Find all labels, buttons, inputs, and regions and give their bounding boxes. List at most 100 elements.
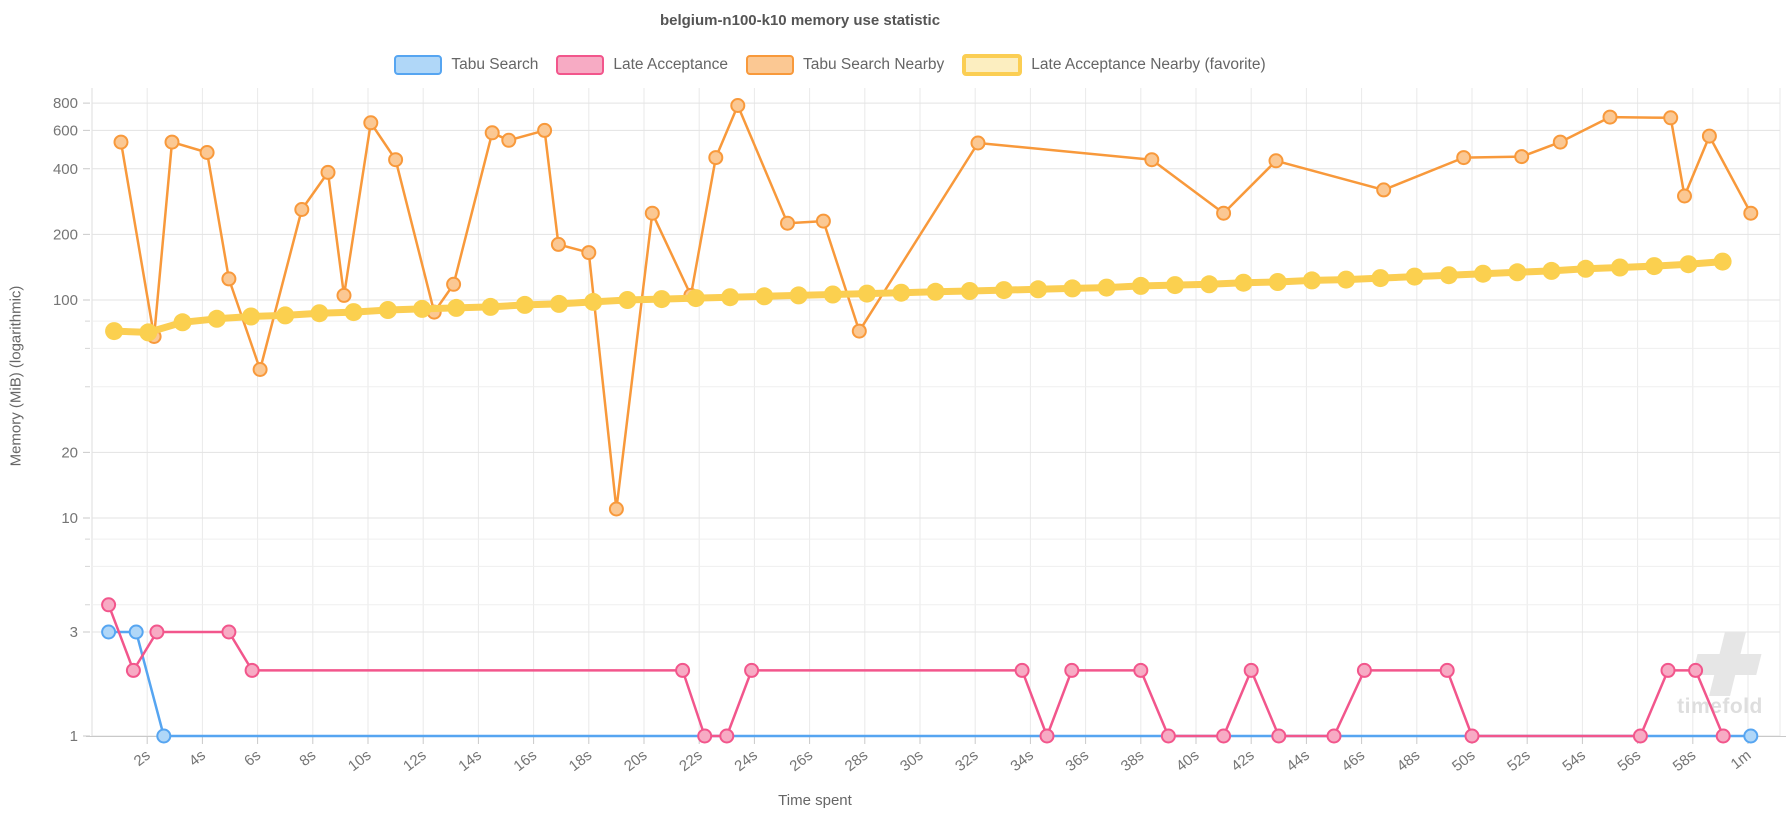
- data-point-marker[interactable]: [1337, 270, 1356, 289]
- data-point-marker[interactable]: [1464, 728, 1480, 744]
- data-point-marker[interactable]: [892, 283, 911, 302]
- data-point-marker[interactable]: [721, 288, 740, 307]
- data-point-marker[interactable]: [1701, 128, 1717, 144]
- data-point-marker[interactable]: [851, 323, 867, 339]
- data-point-marker[interactable]: [101, 597, 117, 613]
- data-point-marker[interactable]: [1097, 278, 1116, 297]
- data-point-marker[interactable]: [149, 624, 165, 640]
- data-point-marker[interactable]: [1166, 276, 1184, 295]
- data-point-marker[interactable]: [1326, 728, 1342, 744]
- data-point-marker[interactable]: [1456, 150, 1472, 166]
- data-point-marker[interactable]: [1663, 110, 1679, 126]
- data-point-marker[interactable]: [128, 624, 144, 640]
- data-point-marker[interactable]: [1216, 205, 1232, 221]
- data-point-marker[interactable]: [970, 135, 986, 151]
- data-point-marker[interactable]: [1514, 149, 1530, 165]
- data-point-marker[interactable]: [1376, 182, 1392, 198]
- data-point-marker[interactable]: [652, 290, 671, 309]
- data-point-marker[interactable]: [1144, 152, 1160, 168]
- data-point-marker[interactable]: [344, 303, 363, 322]
- data-point-marker[interactable]: [221, 271, 237, 287]
- data-point-marker[interactable]: [1542, 261, 1561, 280]
- data-point-marker[interactable]: [276, 306, 295, 325]
- data-point-marker[interactable]: [221, 624, 237, 640]
- data-point-marker[interactable]: [1356, 662, 1372, 678]
- data-point-marker[interactable]: [388, 152, 404, 168]
- data-point-marker[interactable]: [501, 132, 517, 148]
- data-point-marker[interactable]: [1200, 275, 1219, 294]
- data-point-marker[interactable]: [173, 313, 192, 332]
- data-point-marker[interactable]: [1216, 728, 1232, 744]
- data-point-marker[interactable]: [515, 295, 534, 314]
- legend-item-tabu-search-nearby[interactable]: Tabu Search Nearby: [745, 55, 944, 75]
- data-point-marker[interactable]: [446, 276, 462, 292]
- data-point-marker[interactable]: [1632, 728, 1648, 744]
- data-point-marker[interactable]: [378, 301, 397, 319]
- data-point-marker[interactable]: [1039, 728, 1055, 744]
- data-point-marker[interactable]: [815, 213, 831, 229]
- data-point-marker[interactable]: [1576, 259, 1595, 278]
- data-point-marker[interactable]: [320, 164, 336, 180]
- data-point-marker[interactable]: [294, 202, 310, 217]
- data-point-marker[interactable]: [244, 662, 260, 678]
- data-point-marker[interactable]: [708, 150, 724, 166]
- data-point-marker[interactable]: [994, 281, 1013, 300]
- data-point-marker[interactable]: [618, 291, 637, 309]
- data-point-marker[interactable]: [1133, 662, 1149, 678]
- data-point-marker[interactable]: [744, 662, 760, 678]
- data-point-marker[interactable]: [1713, 252, 1732, 271]
- data-point-marker[interactable]: [1131, 276, 1150, 295]
- data-point-marker[interactable]: [1602, 109, 1618, 125]
- legend-item-tabu-search[interactable]: Tabu Search: [394, 55, 538, 75]
- data-point-marker[interactable]: [310, 304, 329, 323]
- data-point-marker[interactable]: [581, 245, 597, 261]
- data-point-marker[interactable]: [1268, 153, 1284, 169]
- data-point-marker[interactable]: [537, 122, 553, 138]
- data-point-marker[interactable]: [1405, 267, 1424, 286]
- data-point-marker[interactable]: [484, 125, 500, 141]
- data-point-marker[interactable]: [113, 134, 129, 150]
- data-point-marker[interactable]: [1743, 205, 1759, 221]
- data-point-marker[interactable]: [207, 309, 226, 328]
- data-point-marker[interactable]: [1439, 662, 1455, 678]
- data-point-marker[interactable]: [1302, 271, 1321, 290]
- data-point-marker[interactable]: [139, 323, 158, 342]
- data-point-marker[interactable]: [101, 624, 117, 640]
- legend-item-late-acceptance-nearby-favorite[interactable]: Late Acceptance Nearby (favorite): [962, 54, 1266, 76]
- data-point-marker[interactable]: [1029, 280, 1048, 299]
- data-point-marker[interactable]: [644, 205, 660, 221]
- data-point-marker[interactable]: [242, 307, 260, 326]
- data-point-marker[interactable]: [481, 297, 500, 316]
- data-point-marker[interactable]: [755, 287, 774, 306]
- data-point-marker[interactable]: [1660, 662, 1676, 678]
- data-point-marker[interactable]: [1610, 258, 1629, 277]
- data-point-marker[interactable]: [1715, 728, 1731, 744]
- data-point-marker[interactable]: [730, 98, 746, 113]
- data-point-marker[interactable]: [1014, 662, 1030, 678]
- data-point-marker[interactable]: [1063, 279, 1082, 298]
- data-point-marker[interactable]: [105, 322, 124, 341]
- data-point-marker[interactable]: [584, 292, 603, 311]
- data-point-marker[interactable]: [1677, 188, 1692, 204]
- data-point-marker[interactable]: [960, 282, 979, 300]
- data-point-marker[interactable]: [199, 145, 215, 160]
- data-point-marker[interactable]: [1508, 263, 1527, 282]
- data-point-marker[interactable]: [608, 501, 624, 517]
- data-point-marker[interactable]: [789, 286, 808, 305]
- data-point-marker[interactable]: [1679, 255, 1698, 274]
- data-point-marker[interactable]: [926, 282, 945, 301]
- data-point-marker[interactable]: [1645, 257, 1664, 276]
- data-point-marker[interactable]: [550, 236, 566, 252]
- data-point-marker[interactable]: [1439, 266, 1458, 285]
- data-point-marker[interactable]: [252, 362, 268, 377]
- data-point-marker[interactable]: [1160, 728, 1176, 744]
- data-point-marker[interactable]: [413, 299, 432, 318]
- data-point-marker[interactable]: [1271, 728, 1287, 744]
- data-point-marker[interactable]: [1064, 662, 1080, 678]
- data-point-marker[interactable]: [363, 115, 379, 131]
- data-point-marker[interactable]: [1743, 728, 1759, 744]
- data-point-marker[interactable]: [550, 294, 568, 313]
- data-point-marker[interactable]: [156, 728, 172, 744]
- data-point-marker[interactable]: [1234, 273, 1253, 292]
- data-point-marker[interactable]: [125, 662, 141, 678]
